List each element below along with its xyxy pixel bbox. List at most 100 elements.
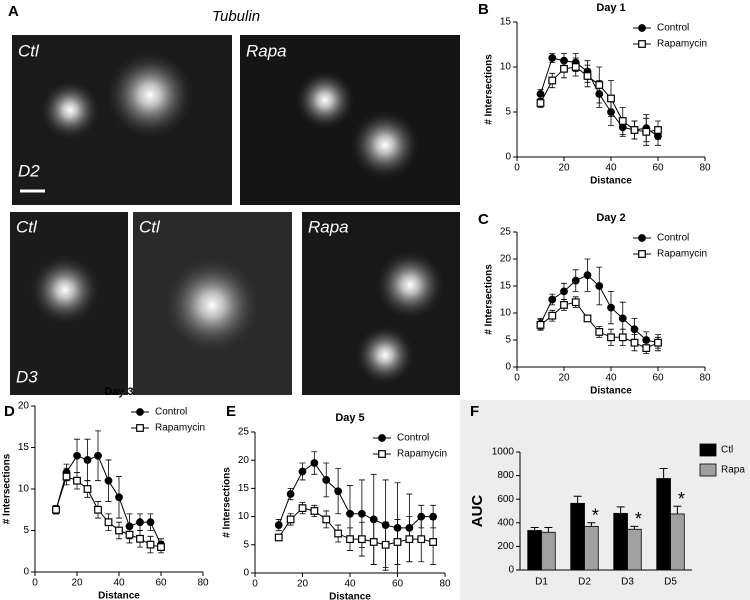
x-tick-label: 80	[699, 373, 711, 384]
data-point	[548, 295, 557, 304]
data-point	[571, 298, 580, 307]
data-point	[146, 540, 155, 549]
data-point	[630, 338, 639, 347]
x-tick-label: 20	[297, 579, 309, 590]
data-point	[83, 456, 92, 464]
legend-marker	[638, 40, 646, 48]
data-point	[286, 515, 295, 524]
x-tick-label: 0	[252, 579, 258, 590]
data-point	[334, 487, 343, 496]
data-point	[654, 126, 662, 134]
y-tick-label: 15	[500, 281, 512, 292]
cell	[40, 80, 100, 140]
data-point	[136, 534, 144, 543]
data-point	[346, 509, 354, 518]
legend-marker	[136, 424, 144, 432]
data-point	[274, 533, 283, 542]
legend-swatch	[699, 463, 717, 477]
panel-label: F	[470, 403, 479, 420]
data-point	[310, 507, 319, 515]
error-bar	[530, 527, 539, 531]
data-point	[73, 451, 81, 460]
data-point	[560, 64, 568, 73]
data-point	[115, 493, 123, 502]
data-point	[607, 94, 615, 103]
data-point	[357, 535, 366, 544]
data-point	[157, 543, 165, 551]
data-point	[322, 515, 331, 524]
legend-label: Rapamycin	[657, 249, 707, 260]
data-point	[560, 287, 568, 296]
legend-label: Ctl	[721, 445, 733, 456]
x-tick-label: 20	[558, 163, 570, 174]
image-label: Rapa	[308, 217, 349, 236]
chart-title: Day 3	[104, 386, 133, 398]
legend-marker	[638, 24, 646, 32]
y-tick-label: 10	[238, 511, 250, 522]
x-tick-label: D2	[578, 577, 591, 588]
y-tick-label: 400	[497, 517, 514, 528]
x-tick-label: 20	[558, 373, 570, 384]
chart-title: Day 5	[335, 412, 364, 424]
data-point	[322, 476, 331, 484]
cell	[350, 110, 420, 180]
x-tick-label: 80	[197, 578, 209, 589]
data-point	[583, 314, 592, 323]
significance-mark: *	[635, 509, 642, 529]
y-tick-label: 5	[505, 335, 511, 346]
y-tick-label: 5	[23, 525, 29, 536]
cell	[30, 255, 100, 325]
data-point	[607, 303, 615, 312]
image-label: Ctl	[16, 217, 38, 236]
y-axis-label: # Intersections	[222, 467, 233, 538]
data-point	[334, 529, 343, 538]
data-point	[298, 504, 307, 513]
y-tick-label: 10	[500, 62, 512, 73]
data-point	[595, 81, 604, 89]
micrographs	[10, 35, 460, 395]
data-point	[94, 505, 102, 514]
panel-label: B	[478, 1, 489, 18]
error-bar	[587, 522, 596, 527]
legend-marker	[136, 408, 144, 416]
data-point	[405, 535, 414, 544]
error-bar	[616, 506, 625, 514]
significance-mark: *	[592, 506, 599, 526]
x-tick-label: 0	[514, 373, 520, 384]
error-bar	[659, 468, 668, 479]
image	[240, 35, 460, 205]
data-point	[536, 90, 545, 98]
error-bar	[544, 527, 553, 533]
legend-label: Rapa	[721, 465, 745, 476]
data-point	[595, 328, 604, 336]
x-axis-label: Distance	[329, 592, 371, 600]
y-tick-label: 15	[500, 17, 512, 28]
y-axis-label: # Intersections	[484, 264, 495, 335]
data-point	[104, 518, 113, 527]
data-point	[429, 512, 438, 521]
data-point	[286, 490, 295, 498]
x-tick-label: 0	[514, 163, 520, 174]
data-point	[642, 344, 651, 352]
bar	[627, 528, 642, 571]
x-tick-label: 60	[392, 579, 404, 590]
x-axis-label: Distance	[590, 386, 632, 397]
y-tick-label: 0	[243, 568, 249, 579]
x-tick-label: 40	[605, 373, 617, 384]
data-point	[115, 526, 123, 535]
y-tick-label: 15	[18, 442, 30, 453]
y-axis-label: AUC	[469, 495, 486, 528]
data-point	[607, 333, 615, 342]
y-tick-label: 800	[497, 470, 514, 481]
y-tick-label: 20	[500, 254, 512, 265]
panel-label: C	[478, 211, 489, 228]
legend-label: Rapamycin	[155, 423, 205, 434]
panel-label: A	[8, 3, 19, 20]
data-point	[104, 476, 113, 485]
y-tick-label: 0	[505, 362, 511, 373]
data-point	[274, 521, 283, 529]
y-tick-label: 5	[505, 107, 511, 118]
data-point	[94, 451, 102, 460]
data-point	[393, 538, 402, 546]
